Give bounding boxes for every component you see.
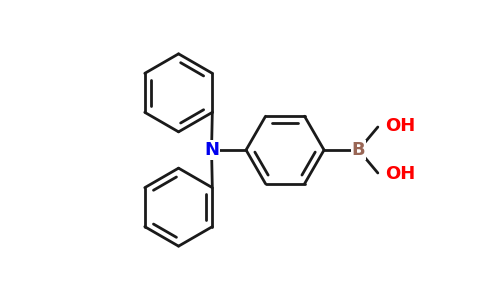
Text: B: B [352, 141, 365, 159]
Text: OH: OH [385, 166, 416, 184]
Text: OH: OH [385, 116, 416, 134]
Text: N: N [204, 141, 219, 159]
